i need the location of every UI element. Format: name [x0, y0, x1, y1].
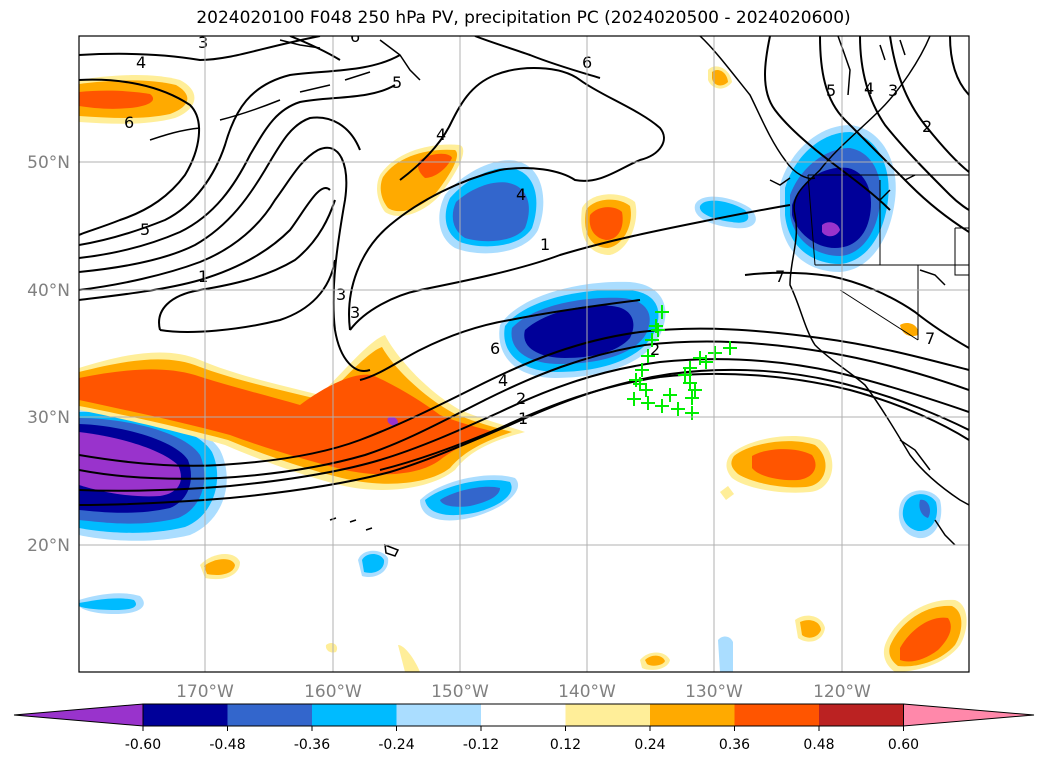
- lon-label: 170°W: [176, 682, 234, 702]
- colorbar-tick-label: 0.24: [634, 737, 665, 753]
- green-cross-marker: [671, 402, 685, 416]
- green-cross-marker: [641, 349, 655, 363]
- lat-label: 40°N: [27, 281, 70, 301]
- lon-label: 140°W: [558, 682, 616, 702]
- colorbar-extend-max: [903, 703, 1035, 727]
- pv-label: 3: [198, 33, 208, 52]
- colorbar-segment: [819, 704, 904, 726]
- map-plot-area: 3 4 5 6 1 6 5 4 3 6 2 4 6 4 1 3 2 1 7 7 …: [79, 27, 969, 672]
- pv-label: 4: [136, 53, 146, 72]
- lat-label: 50°N: [27, 153, 70, 173]
- green-cross-marker: [645, 333, 659, 347]
- colorbar-tick-label: 0.36: [719, 737, 750, 753]
- green-cross-marker: [685, 406, 699, 420]
- lon-label: 130°W: [685, 682, 743, 702]
- pv-label: 3: [350, 303, 360, 322]
- colorbar-tick-label: -0.36: [294, 737, 330, 753]
- colorbar-segment: [650, 704, 735, 726]
- latitude-labels: 50°N 40°N 30°N 20°N: [27, 153, 70, 556]
- colorbar-extend-min: [13, 703, 144, 727]
- coastlines: [149, 36, 969, 557]
- green-cross-marker: [655, 399, 669, 413]
- colorbar: [13, 703, 1035, 727]
- colorbar-tick-label: -0.24: [378, 737, 414, 753]
- lon-label: 150°W: [431, 682, 489, 702]
- colorbar-segment: [481, 704, 566, 726]
- lon-label: 120°W: [813, 682, 871, 702]
- pv-label: 7: [925, 329, 935, 348]
- pv-label: 6: [350, 27, 360, 46]
- lat-label: 30°N: [27, 408, 70, 428]
- colorbar-tick-label: -0.48: [209, 737, 245, 753]
- green-cross-marker: [641, 396, 655, 410]
- pv-label: 6: [124, 113, 134, 132]
- pv-label: 1: [540, 235, 550, 254]
- green-cross-marker: [635, 363, 649, 377]
- green-cross-marker: [678, 368, 692, 382]
- pv-label: 5: [826, 81, 836, 100]
- longitude-labels: 170°W 160°W 150°W 140°W 130°W 120°W: [176, 682, 871, 702]
- pv-label: 1: [198, 267, 208, 286]
- green-cross-marker: [655, 305, 669, 319]
- pv-label: 5: [392, 73, 402, 92]
- colorbar-segment: [227, 704, 312, 726]
- map-title: 2024020100 F048 250 hPa PV, precipitatio…: [196, 8, 851, 28]
- pv-label: 2: [922, 117, 932, 136]
- colorbar-tick-label: 0.12: [550, 737, 581, 753]
- colorbar-segment: [734, 704, 819, 726]
- pv-label: 2: [516, 389, 526, 408]
- pv-label: 4: [864, 79, 874, 98]
- map-frame: [78, 35, 970, 673]
- green-cross-marker: [685, 391, 699, 405]
- observation-markers: [627, 305, 737, 420]
- colorbar-segment: [396, 704, 481, 726]
- pv-label: 6: [490, 339, 500, 358]
- pv-label: 4: [516, 185, 526, 204]
- colorbar-ticks: -0.60 -0.48 -0.36 -0.24 -0.12 0.12 0.24 0.36 0.4…: [125, 726, 919, 753]
- lat-label: 20°N: [27, 536, 70, 556]
- pv-label: 2: [650, 340, 660, 359]
- green-cross-marker: [708, 346, 722, 360]
- colorbar-frame: [142, 703, 904, 727]
- pv-label: 3: [336, 285, 346, 304]
- pv-label: 3: [888, 81, 898, 100]
- colorbar-segment: [565, 704, 650, 726]
- pv-label: 4: [436, 125, 446, 144]
- colorbar-tick-label: 0.48: [803, 737, 834, 753]
- pv-label: 4: [498, 371, 508, 390]
- green-cross-marker: [639, 383, 653, 397]
- pv-label: 7: [775, 267, 785, 286]
- green-cross-marker: [688, 383, 702, 397]
- pv-contour-labels: 3 4 5 6 1 6 5 4 3 6 2 4 6 4 1 3 2 1 7 7 …: [124, 27, 935, 428]
- green-cross-marker: [627, 392, 641, 406]
- lon-label: 160°W: [304, 682, 362, 702]
- green-cross-marker: [651, 323, 665, 337]
- colorbar-tick-label: -0.12: [463, 737, 499, 753]
- pv-label: 1: [518, 409, 528, 428]
- colorbar-tick-label: -0.60: [125, 737, 161, 753]
- pv-label: 5: [140, 220, 150, 239]
- green-cross-marker: [723, 341, 737, 355]
- pv-contours: [79, 36, 969, 506]
- green-cross-marker: [629, 373, 643, 387]
- colorbar-tick-label: 0.60: [888, 737, 919, 753]
- colorbar-segment: [143, 704, 228, 726]
- colorbar-segment: [312, 704, 397, 726]
- gridlines: [79, 36, 969, 672]
- green-cross-marker: [663, 388, 677, 402]
- green-cross-marker: [699, 355, 713, 369]
